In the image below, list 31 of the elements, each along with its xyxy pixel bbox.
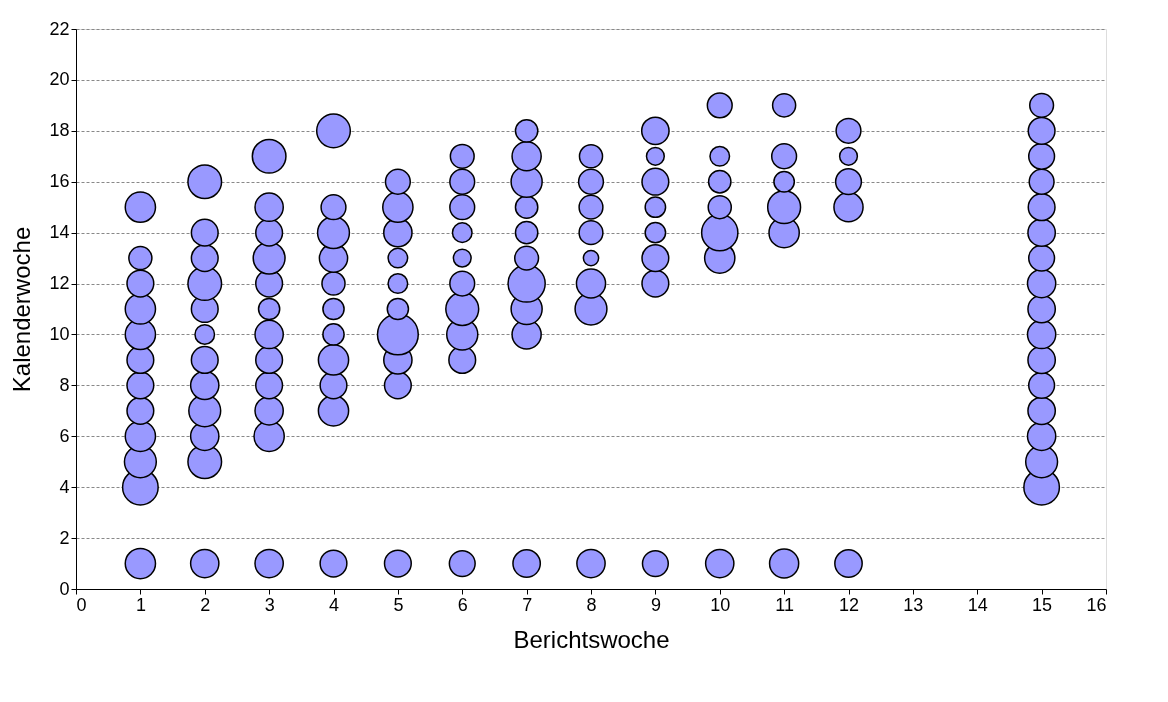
x-tick-label: 15 [1032,594,1053,615]
y-tick-label: 8 [59,374,70,395]
x-tick-label: 1 [135,594,146,615]
y-tick-label: 0 [59,578,70,599]
x-tick-label: 13 [903,594,924,615]
x-tick-label: 3 [264,594,275,615]
y-tick-label: 20 [49,69,70,90]
x-tick-label: 9 [650,594,661,615]
y-tick-label: 18 [49,120,70,141]
x-tick-label: 7 [522,594,533,615]
x-tick-label: 16 [1086,594,1107,615]
y-tick-label: 16 [49,171,70,192]
x-tick-label: 8 [586,594,597,615]
x-axis-title: Berichtswoche [513,625,670,653]
x-tick-label: 5 [393,594,404,615]
y-tick-label: 22 [49,18,70,39]
y-tick-label: 14 [49,222,70,243]
y-tick-label: 4 [59,476,70,497]
y-axis-title: Kalenderwoche [8,226,36,393]
y-tick-label: 2 [59,527,70,548]
x-tick-label: 11 [775,594,794,615]
x-tick-label: 2 [200,594,211,615]
x-tick-label: 6 [457,594,468,615]
x-tick-label: 10 [710,594,731,615]
x-tick-label: 0 [76,594,87,615]
y-tick-label: 10 [49,323,70,344]
x-tick-label: 4 [328,594,340,615]
y-tick-label: 12 [49,273,70,294]
y-tick-label: 6 [59,425,70,446]
x-tick-label: 12 [838,594,860,615]
x-tick-label: 14 [967,594,988,615]
